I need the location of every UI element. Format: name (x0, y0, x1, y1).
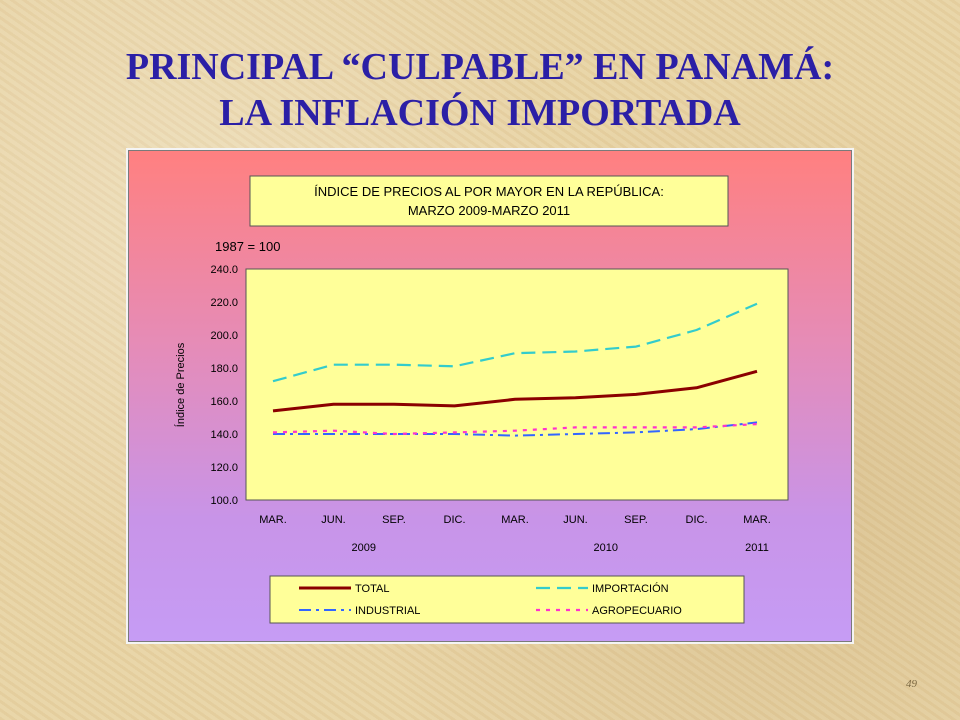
y-tick-label: 240.0 (210, 264, 238, 276)
x-tick-label: DIC. (686, 514, 708, 526)
year-label: 2010 (594, 542, 618, 554)
series-lines (272, 302, 758, 437)
x-tick-label: MAR. (501, 514, 529, 526)
y-tick-label: 200.0 (210, 330, 238, 342)
x-tick-label: JUN. (321, 514, 345, 526)
slide-title: PRINCIPAL “CULPABLE” EN PANAMÁ: LA INFLA… (0, 44, 960, 136)
chart-title-line1: ÍNDICE DE PRECIOS AL POR MAYOR EN LA REP… (314, 184, 664, 199)
x-tick-label: SEP. (382, 514, 406, 526)
legend-label: INDUSTRIAL (355, 605, 420, 617)
chart-frame: ÍNDICE DE PRECIOS AL POR MAYOR EN LA REP… (126, 148, 854, 644)
series-line-total (272, 369, 758, 413)
legend-label: IMPORTACIÓN (592, 582, 669, 595)
slide-title-line1: PRINCIPAL “CULPABLE” EN PANAMÁ: (125, 46, 835, 88)
series-line-agropecuario (272, 423, 758, 436)
series-line-industrial (273, 421, 758, 437)
y-ticks: 100.0 120.0 140.0 160.0 180.0 200.0 220.0 240.0 (210, 264, 238, 507)
y-tick-label: 220.0 (210, 297, 238, 309)
x-ticks: MAR. JUN. SEP. DIC. MAR. JUN. SEP. DIC. MAR. (259, 514, 771, 526)
chart-title-box (249, 175, 729, 227)
year-label: 2009 (352, 542, 376, 554)
legend: TOTAL IMPORTACIÓN INDUSTRIAL AGROPECUARIO (299, 582, 682, 617)
x-tick-label: SEP. (624, 514, 648, 526)
legend-label: TOTAL (355, 583, 389, 595)
series-line-importacin (272, 302, 758, 383)
y-tick-label: 160.0 (210, 396, 238, 408)
plot-area (245, 268, 789, 501)
x-tick-label: MAR. (743, 514, 771, 526)
x-tick-label: MAR. (259, 514, 287, 526)
chart-title-line2: MARZO 2009-MARZO 2011 (408, 203, 570, 218)
y-tick-label: 120.0 (210, 462, 238, 474)
legend-label: AGROPECUARIO (592, 605, 682, 617)
year-labels: 2009 2010 2011 (352, 542, 769, 554)
y-tick-label: 140.0 (210, 429, 238, 441)
page-number: 49 (906, 678, 917, 690)
base-note: 1987 = 100 (215, 239, 280, 254)
price-index-chart: ÍNDICE DE PRECIOS AL POR MAYOR EN LA REP… (174, 175, 789, 624)
x-tick-label: DIC. (444, 514, 466, 526)
year-label: 2011 (745, 542, 769, 554)
slide-title-line2: LA INFLACIÓN IMPORTADA (219, 92, 741, 134)
y-tick-label: 100.0 (210, 495, 238, 507)
legend-box (269, 575, 745, 624)
y-tick-label: 180.0 (210, 363, 238, 375)
x-tick-label: JUN. (563, 514, 587, 526)
y-axis-label: Índice de Precios (174, 342, 187, 427)
